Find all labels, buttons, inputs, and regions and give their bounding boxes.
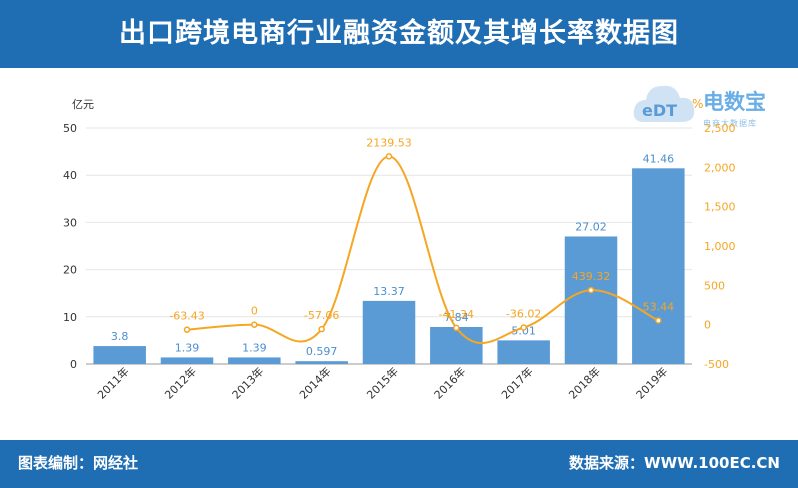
header-bar (0, 0, 798, 68)
growth-rate-label: 0 (251, 305, 258, 318)
bar (430, 326, 483, 364)
x-tick-label: 2013年 (229, 364, 266, 401)
cloud-logo-icon: eDT (633, 85, 695, 122)
bar (295, 361, 348, 364)
bar-data-label: 0.597 (306, 345, 338, 358)
logo-brand: 电数宝 (703, 90, 766, 114)
y-tick-label: 50 (63, 122, 77, 135)
y-tick-label: 0 (70, 358, 77, 371)
x-tick-label: 2012年 (162, 364, 199, 401)
growth-rate-line (186, 155, 659, 345)
y-tick-label: 10 (63, 311, 77, 324)
bar (160, 357, 214, 364)
logo-tagline: 电商大数据库 (703, 119, 757, 128)
bar-data-label: 1.39 (175, 341, 200, 354)
bar-data-label: 3.8 (111, 330, 129, 343)
growth-rate-point (520, 324, 527, 331)
growth-rate-label: 439.32 (572, 270, 611, 283)
x-tick-label: 2011年 (94, 364, 131, 401)
bar (497, 340, 550, 364)
y2-tick-label: 1,000 (704, 240, 736, 253)
x-tick-label: 2017年 (498, 364, 535, 401)
y2-tick-label: 0 (704, 319, 711, 332)
y2-tick-label: 500 (704, 279, 725, 292)
growth-rate-point (251, 321, 258, 328)
y-tick-label: 30 (63, 216, 77, 229)
y2-tick-label: 1,500 (704, 201, 736, 214)
x-tick-label: 2015年 (364, 364, 401, 401)
logo: eDT (632, 72, 792, 132)
bar (362, 300, 416, 364)
growth-rate-point (318, 325, 325, 333)
x-tick-label: 2016年 (431, 364, 468, 401)
growth-rate-label: -41.34 (439, 308, 474, 321)
growth-rate-label: -57.06 (304, 309, 339, 322)
combo-chart: 0 10 20 30 40 50 -500 0 500 1,000 1,500 2,000 2,500 3… (63, 122, 736, 402)
bar (228, 357, 281, 364)
footer-source-right: 数据来源：WWW.100EC.CN (569, 454, 780, 472)
bar-data-label: 1.39 (242, 341, 267, 354)
growth-rate-point (183, 326, 191, 333)
bar (632, 168, 685, 364)
growth-rate-label: 2139.53 (366, 136, 412, 149)
footer-bar (0, 440, 798, 488)
chart-title: 出口跨境电商行业融资金额及其增长率数据图 (119, 18, 679, 49)
y2-tick-label: 2,000 (704, 161, 736, 174)
growth-rate-point (385, 153, 393, 160)
x-tick-label: 2018年 (566, 364, 603, 401)
x-tick-label: 2014年 (296, 364, 333, 401)
bar (564, 236, 618, 364)
growth-rate-label: 53.44 (643, 300, 675, 313)
logo-icon-text: eDT (642, 101, 677, 120)
bar-data-label: 5.01 (511, 324, 536, 337)
bar-data-label: 41.46 (643, 152, 675, 165)
bar-data-label: 27.02 (575, 220, 607, 233)
x-tick-label: 2019年 (633, 364, 670, 401)
growth-rate-point (655, 317, 662, 324)
y-tick-label: 20 (63, 264, 77, 277)
y2-tick-label: -500 (704, 358, 729, 371)
y2-tick-label: 2,500 (704, 122, 736, 135)
growth-rate-point (453, 324, 460, 332)
growth-rate-label: -36.02 (506, 308, 541, 321)
y-axis-unit-left: 亿元 (72, 98, 94, 111)
bar (93, 346, 146, 364)
bar-data-label: 13.37 (373, 285, 405, 298)
bar-data-label: 7.84 (444, 311, 469, 324)
y-tick-label: 40 (63, 169, 77, 182)
growth-rate-label: -63.43 (169, 310, 204, 323)
footer-source-left: 图表编制：网经社 (18, 454, 139, 472)
y-axis-unit-right: % (692, 97, 704, 111)
growth-rate-point (587, 286, 595, 294)
